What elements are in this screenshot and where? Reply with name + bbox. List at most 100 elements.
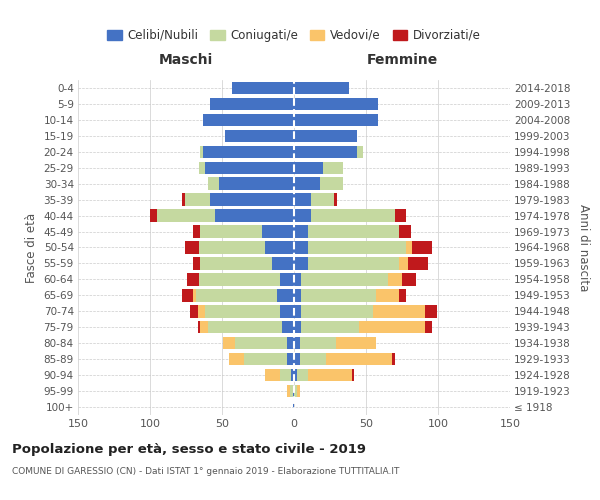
Bar [294,114,377,126]
Bar [388,273,402,285]
Bar [412,242,432,254]
Legend: Celibi/Nubili, Coniugati/e, Vedovi/e, Divorziati/e: Celibi/Nubili, Coniugati/e, Vedovi/e, Di… [107,29,481,42]
Bar [294,178,320,190]
Bar [359,321,425,334]
Bar [402,273,416,285]
Bar [193,257,200,270]
Bar [232,82,294,94]
Bar [392,353,395,366]
Bar [211,194,294,206]
Bar [294,273,301,285]
Bar [399,289,406,302]
Bar [200,321,208,334]
Bar [294,353,300,366]
Bar [283,321,294,334]
Bar [294,162,323,174]
Bar [308,369,352,382]
Bar [294,82,349,94]
Bar [200,226,262,238]
Bar [262,226,294,238]
Bar [336,337,376,349]
Bar [308,226,399,238]
Bar [408,257,428,270]
Bar [182,194,185,206]
Bar [294,130,358,142]
Bar [197,321,200,334]
Bar [244,353,287,366]
Bar [352,369,355,382]
Bar [223,337,235,349]
Bar [300,337,336,349]
Text: Femmine: Femmine [367,52,437,66]
Bar [203,146,294,158]
Bar [199,242,265,254]
Bar [287,337,294,349]
Bar [219,178,294,190]
Bar [193,289,196,302]
Bar [294,226,308,238]
Bar [187,273,199,285]
Bar [287,353,294,366]
Bar [272,257,294,270]
Bar [199,162,205,174]
Bar [229,353,244,366]
Bar [277,289,294,302]
Bar [294,321,301,334]
Bar [293,385,294,398]
Bar [425,305,437,318]
Bar [294,385,297,398]
Bar [294,337,300,349]
Y-axis label: Anni di nascita: Anni di nascita [577,204,590,291]
Bar [280,273,294,285]
Bar [406,242,412,254]
Bar [185,194,211,206]
Bar [320,178,343,190]
Bar [297,385,300,398]
Bar [373,305,425,318]
Bar [300,353,326,366]
Bar [425,321,432,334]
Bar [291,369,294,382]
Text: COMUNE DI GARESSIO (CN) - Dati ISTAT 1° gennaio 2019 - Elaborazione TUTTITALIA.I: COMUNE DI GARESSIO (CN) - Dati ISTAT 1° … [12,468,400,476]
Bar [211,98,294,110]
Bar [308,257,399,270]
Bar [323,162,343,174]
Bar [311,194,334,206]
Bar [215,210,294,222]
Bar [399,257,408,270]
Bar [280,305,294,318]
Bar [196,289,277,302]
Bar [208,321,283,334]
Bar [301,289,376,302]
Bar [301,273,388,285]
Bar [182,289,193,302]
Bar [294,194,311,206]
Bar [290,385,293,398]
Bar [199,273,280,285]
Bar [294,305,301,318]
Bar [225,130,294,142]
Bar [294,242,308,254]
Bar [185,242,199,254]
Bar [301,305,373,318]
Bar [294,257,308,270]
Bar [294,369,297,382]
Bar [235,337,287,349]
Bar [200,146,203,158]
Bar [205,305,280,318]
Bar [200,257,272,270]
Bar [265,369,280,382]
Bar [334,194,337,206]
Bar [326,353,392,366]
Bar [301,321,359,334]
Bar [197,305,205,318]
Bar [205,162,294,174]
Bar [297,369,308,382]
Text: Maschi: Maschi [159,52,213,66]
Bar [280,369,291,382]
Bar [293,401,294,413]
Bar [294,289,301,302]
Bar [208,178,219,190]
Bar [399,226,410,238]
Bar [294,210,311,222]
